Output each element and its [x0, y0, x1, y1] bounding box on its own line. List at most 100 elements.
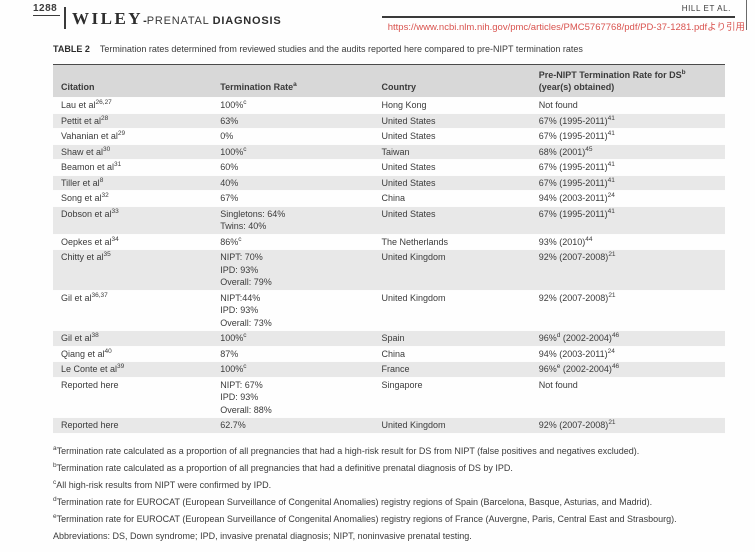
- table-row: Gil et al38 100%c Spain 96%d (2002-2004)46: [53, 330, 725, 347]
- table-row: Chitty et al35 NIPT: 70% IPD: 93% Overall: …: [53, 249, 725, 291]
- cell-citation: Chitty et al35: [53, 249, 213, 291]
- table-row: Pettit et al28 63% United States 67% (1995-…: [53, 113, 725, 129]
- cell-termination_rate: 40%: [212, 175, 374, 191]
- table-row: Qiang et al40 87% China 94% (2003-2011)24: [53, 346, 725, 362]
- table-row: Le Conte et al39 100%c France 96%e (2002-20…: [53, 361, 725, 378]
- cell-pre_nipt_rate: 67% (1995-2011)41: [530, 159, 725, 176]
- cell-citation: Song et al32: [53, 190, 213, 207]
- cell-country: United Kingdom: [373, 249, 531, 291]
- cell-pre_nipt_rate: Not found: [530, 377, 725, 418]
- page-content: TABLE 2 Termination rates determined from…: [0, 34, 755, 545]
- cell-pre_nipt_rate: 96%e (2002-2004)46: [530, 361, 725, 378]
- table-row: Song et al32 67% China 94% (2003-2011)24: [53, 190, 725, 207]
- abbreviations-note: Abbreviations: DS, Down syndrome; IPD, i…: [53, 530, 472, 541]
- cell-citation: Oepkes et al34: [53, 234, 213, 250]
- cell-citation: Gil et al36,37: [53, 290, 213, 331]
- cell-termination_rate: 87%: [212, 346, 374, 362]
- brand-separator: -: [143, 15, 147, 27]
- cell-termination_rate: NIPT: 70% IPD: 93% Overall: 79%: [212, 249, 374, 291]
- publisher-wordmark: WILEY: [72, 9, 144, 28]
- cell-country: United Kingdom: [373, 290, 531, 331]
- table-row: Dobson et al33 Singletons: 64% Twins: 40% U…: [53, 206, 725, 235]
- cell-country: China: [373, 346, 531, 362]
- cell-pre_nipt_rate: 92% (2007-2008)21: [530, 417, 725, 434]
- cell-pre_nipt_rate: 94% (2003-2011)24: [530, 190, 725, 207]
- cell-termination_rate: 100%c: [212, 361, 374, 378]
- journal-name-bold: DIAGNOSIS: [212, 15, 282, 27]
- cell-termination_rate: 86%c: [212, 234, 374, 250]
- cell-country: United States: [373, 175, 531, 191]
- cell-citation: Reported here: [53, 417, 213, 434]
- cell-termination_rate: NIPT: 67% IPD: 93% Overall: 88%: [212, 377, 374, 418]
- header-vertical-rule: [64, 7, 66, 29]
- cell-citation: Beamon et al31: [53, 159, 213, 176]
- cell-country: Taiwan: [373, 144, 531, 160]
- table-caption-text: Termination rates determined from review…: [99, 44, 583, 54]
- cell-pre_nipt_rate: 67% (1995-2011)41: [530, 128, 725, 145]
- table-row: Reported here 62.7% United Kingdom 92% (200…: [53, 417, 725, 434]
- cell-citation: Gil et al38: [53, 330, 213, 347]
- cell-pre_nipt_rate: 67% (1995-2011)41: [530, 175, 725, 191]
- footnote-c: cAll high-risk results from NIPT were co…: [53, 478, 272, 490]
- header-horizontal-rule: [382, 16, 735, 18]
- cell-country: United States: [373, 128, 531, 145]
- cell-citation: Reported here: [53, 377, 213, 418]
- cell-citation: Dobson et al33: [53, 206, 213, 235]
- cell-country: United Kingdom: [373, 417, 531, 434]
- cell-pre_nipt_rate: 67% (1995-2011)41: [530, 113, 725, 129]
- cell-country: United States: [373, 113, 531, 129]
- cell-country: Singapore: [373, 377, 531, 418]
- table-row: Beamon et al31 60% United States 67% (1995-…: [53, 159, 725, 176]
- cell-termination_rate: Singletons: 64% Twins: 40%: [212, 206, 374, 235]
- table-row: Shaw et al30 100%c Taiwan 68% (2001)45: [53, 144, 725, 160]
- table-caption-label: TABLE 2: [53, 44, 90, 54]
- cell-citation: Lau et al26,27: [53, 97, 213, 114]
- table-row: Oepkes et al34 86%c The Netherlands 93% (20…: [53, 234, 725, 250]
- cell-country: Spain: [373, 330, 531, 347]
- table-header-row: Citation Termination Ratea Country Pre-NIPT…: [53, 64, 725, 98]
- cell-country: Hong Kong: [373, 97, 531, 114]
- cell-citation: Pettit et al28: [53, 113, 213, 129]
- cell-pre_nipt_rate: 67% (1995-2011)41: [530, 206, 725, 235]
- table-row: Tiller et al8 40% United States 67% (1995-2…: [53, 175, 725, 191]
- column-header-termination_rate: Termination Ratea: [212, 64, 374, 98]
- cell-citation: Vahanian et al29: [53, 128, 213, 145]
- cell-pre_nipt_rate: 94% (2003-2011)24: [530, 346, 725, 362]
- cell-citation: Qiang et al40: [53, 346, 213, 362]
- table-body: Lau et al26,27 100%c Hong Kong Not found Pet…: [53, 97, 725, 434]
- cell-termination_rate: 60%: [212, 159, 374, 176]
- termination-rates-table: Citation Termination Ratea Country Pre-NIPT…: [53, 64, 725, 434]
- journal-brand: WILEY-PRENATAL DIAGNOSIS: [72, 9, 282, 29]
- running-head: HILL ET AL.: [681, 4, 731, 13]
- cell-pre_nipt_rate: 92% (2007-2008)21: [530, 249, 725, 291]
- table-caption: TABLE 2 Termination rates determined from…: [53, 44, 725, 54]
- column-header-country: Country: [373, 64, 531, 98]
- cell-pre_nipt_rate: 68% (2001)45: [530, 144, 725, 160]
- page-edge-mark: [745, 0, 747, 30]
- cell-termination_rate: 100%c: [212, 97, 374, 114]
- cell-country: France: [373, 361, 531, 378]
- source-url-link[interactable]: https://www.ncbi.nlm.nih.gov/pmc/article…: [387, 22, 745, 33]
- cell-country: United States: [373, 159, 531, 176]
- cell-termination_rate: 67%: [212, 190, 374, 207]
- cell-termination_rate: 100%c: [212, 144, 374, 160]
- cell-country: China: [373, 190, 531, 207]
- cell-termination_rate: 100%c: [212, 330, 374, 347]
- cell-pre_nipt_rate: 92% (2007-2008)21: [530, 290, 725, 331]
- footnote-b: bTermination rate calculated as a propor…: [53, 461, 513, 473]
- page-number: 1288: [33, 3, 61, 16]
- table-row: Gil et al36,37 NIPT:44% IPD: 93% Overall: 7…: [53, 290, 725, 331]
- table-row: Reported here NIPT: 67% IPD: 93% Overall: 8…: [53, 377, 725, 418]
- cell-country: The Netherlands: [373, 234, 531, 250]
- column-header-pre_nipt_rate: Pre-NIPT Termination Rate for DSb (year(s…: [530, 64, 725, 98]
- cell-citation: Shaw et al30: [53, 144, 213, 160]
- footnotes: aTermination rate calculated as a propor…: [53, 443, 725, 545]
- page-header: 1288 WILEY-PRENATAL DIAGNOSIS HILL ET AL.…: [0, 0, 755, 34]
- cell-pre_nipt_rate: 93% (2010)44: [530, 234, 725, 250]
- footnote-d: dTermination rate for EUROCAT (European …: [53, 495, 653, 507]
- journal-name-light: PRENATAL: [146, 15, 210, 27]
- cell-citation: Le Conte et al39: [53, 361, 213, 378]
- table-row: Lau et al26,27 100%c Hong Kong Not found: [53, 97, 725, 114]
- cell-termination_rate: 63%: [212, 113, 374, 129]
